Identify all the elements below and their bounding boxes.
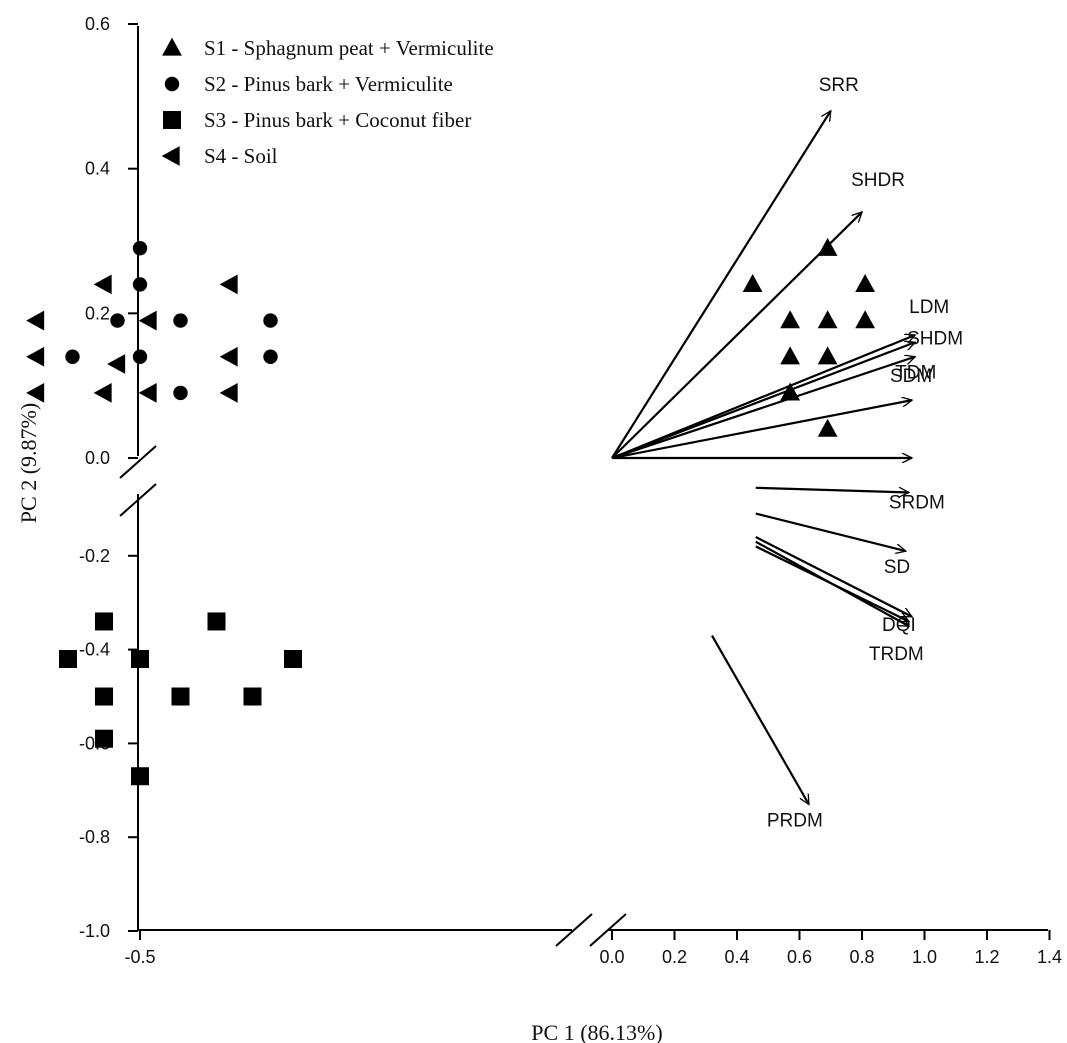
circle-point	[173, 385, 188, 401]
loading-label-shdm: SHDM	[907, 328, 963, 349]
loading-arrow-ldm	[611, 335, 915, 460]
loading-arrow-shdm	[611, 342, 915, 460]
loading-label-prdm: PRDM	[767, 810, 823, 831]
y-tick-label: -1.0	[79, 921, 110, 941]
circle-point	[263, 313, 278, 328]
loading-label-trdm: TRDM	[869, 644, 924, 665]
triangle-up-point	[780, 382, 801, 401]
x-axis-break-mark	[589, 913, 627, 947]
square-point	[131, 767, 149, 786]
circle-point	[263, 349, 278, 364]
loading-label-srdm: SRDM	[889, 492, 945, 513]
y-axis-break-mark	[119, 483, 157, 517]
triangle-left-point	[107, 354, 126, 374]
ticks: -1.0 -0.5 0.0 0.2 0.4 0.6 0.8 1.0 1.2 1.4 0.0 0.2 0.…	[79, 14, 1062, 967]
triangle-left-point	[219, 346, 238, 367]
square-point	[243, 687, 262, 706]
legend-triangle-left-icon	[161, 146, 180, 166]
legend: S1 - Sphagnum peat + Vermiculite S2 - Pin…	[161, 36, 494, 168]
y-tick-label: 0.0	[85, 448, 110, 468]
circle-point	[110, 313, 125, 328]
triangle-up-point	[817, 346, 838, 365]
triangle-left-point	[26, 310, 45, 331]
loading-label-ldm: LDM	[909, 297, 949, 318]
loading-arrow-unlabeled	[755, 545, 909, 623]
x-axis-break-mark	[555, 913, 593, 947]
triangle-left-point	[138, 383, 157, 403]
triangle-up-point	[817, 418, 838, 437]
triangle-up-point	[780, 310, 801, 329]
y-axis-title: PC 2 (9.87%)	[16, 403, 41, 523]
x-tick-label: -0.5	[124, 947, 155, 967]
circle-point	[65, 349, 80, 364]
x-tick-label: 1.0	[912, 947, 937, 967]
x-tick-label: 0.8	[849, 947, 874, 967]
triangle-up-point	[780, 346, 801, 365]
y-tick-label: -0.8	[79, 827, 110, 847]
legend-entry-label: S3 - Pinus bark + Coconut fiber	[204, 108, 471, 132]
triangle-up-point	[817, 237, 838, 256]
loading-arrow-srr	[611, 111, 832, 459]
circle-point	[132, 349, 148, 364]
x-tick-label: 0.4	[724, 947, 749, 967]
axes	[119, 26, 1048, 947]
loading-label-srr: SRR	[819, 75, 859, 96]
legend-circle-icon	[164, 76, 180, 92]
triangle-up-point	[855, 274, 876, 293]
triangle-left-point	[219, 274, 238, 295]
y-tick-label: 0.6	[85, 14, 110, 34]
legend-triangle-up-icon	[162, 37, 182, 56]
square-point	[207, 612, 226, 631]
legend-entry-label: S4 - Soil	[204, 144, 278, 168]
x-axis-title: PC 1 (86.13%)	[531, 1020, 662, 1043]
triangle-up-point	[742, 274, 763, 293]
circle-point	[173, 313, 188, 328]
triangle-up-point	[817, 310, 838, 329]
y-tick-label: 0.2	[85, 303, 110, 323]
loading-label-sdm: SDM	[890, 366, 932, 387]
square-point	[59, 649, 77, 668]
loading-arrow-tdm	[611, 357, 915, 460]
loading-label-tdm: TDM	[895, 363, 936, 384]
score-points	[26, 237, 876, 786]
triangle-left-point	[138, 310, 157, 331]
loading-arrow-prdm	[711, 634, 810, 805]
triangle-left-point	[26, 346, 45, 367]
triangle-left-point	[93, 274, 112, 295]
x-tick-label: 1.4	[1037, 947, 1062, 967]
triangle-left-point	[93, 383, 112, 403]
legend-entry-label: S2 - Pinus bark + Vermiculite	[204, 72, 453, 96]
y-tick-label: -0.2	[79, 546, 110, 566]
square-point	[95, 612, 113, 631]
y-axis-break-mark	[119, 445, 157, 479]
square-point	[95, 687, 113, 706]
loading-label-sd: SD	[884, 557, 910, 578]
loading-arrow-sd	[755, 512, 906, 552]
loading-arrow-sdm	[611, 400, 912, 460]
triangle-left-point	[26, 383, 45, 403]
square-point	[171, 687, 190, 706]
loading-arrow-dqi	[755, 536, 912, 618]
x-tick-label: 0.0	[599, 947, 624, 967]
legend-square-icon	[163, 111, 181, 129]
loading-label-dqi: DQI	[882, 615, 916, 636]
square-point	[131, 649, 149, 668]
y-tick-label: 0.4	[85, 159, 110, 179]
triangle-up-point	[855, 310, 876, 329]
circle-point	[132, 241, 148, 256]
legend-entry-label: S1 - Sphagnum peat + Vermiculite	[204, 36, 494, 60]
x-tick-label: 0.2	[662, 947, 687, 967]
square-point	[95, 729, 113, 748]
y-tick-label: -0.4	[79, 640, 110, 660]
square-point	[284, 649, 302, 668]
loading-arrow-srdm	[755, 486, 909, 493]
x-tick-label: 0.6	[787, 947, 812, 967]
circle-point	[132, 277, 148, 292]
loading-label-shdr: SHDR	[851, 170, 905, 191]
triangle-left-point	[219, 383, 238, 403]
x-tick-label: 1.2	[974, 947, 999, 967]
